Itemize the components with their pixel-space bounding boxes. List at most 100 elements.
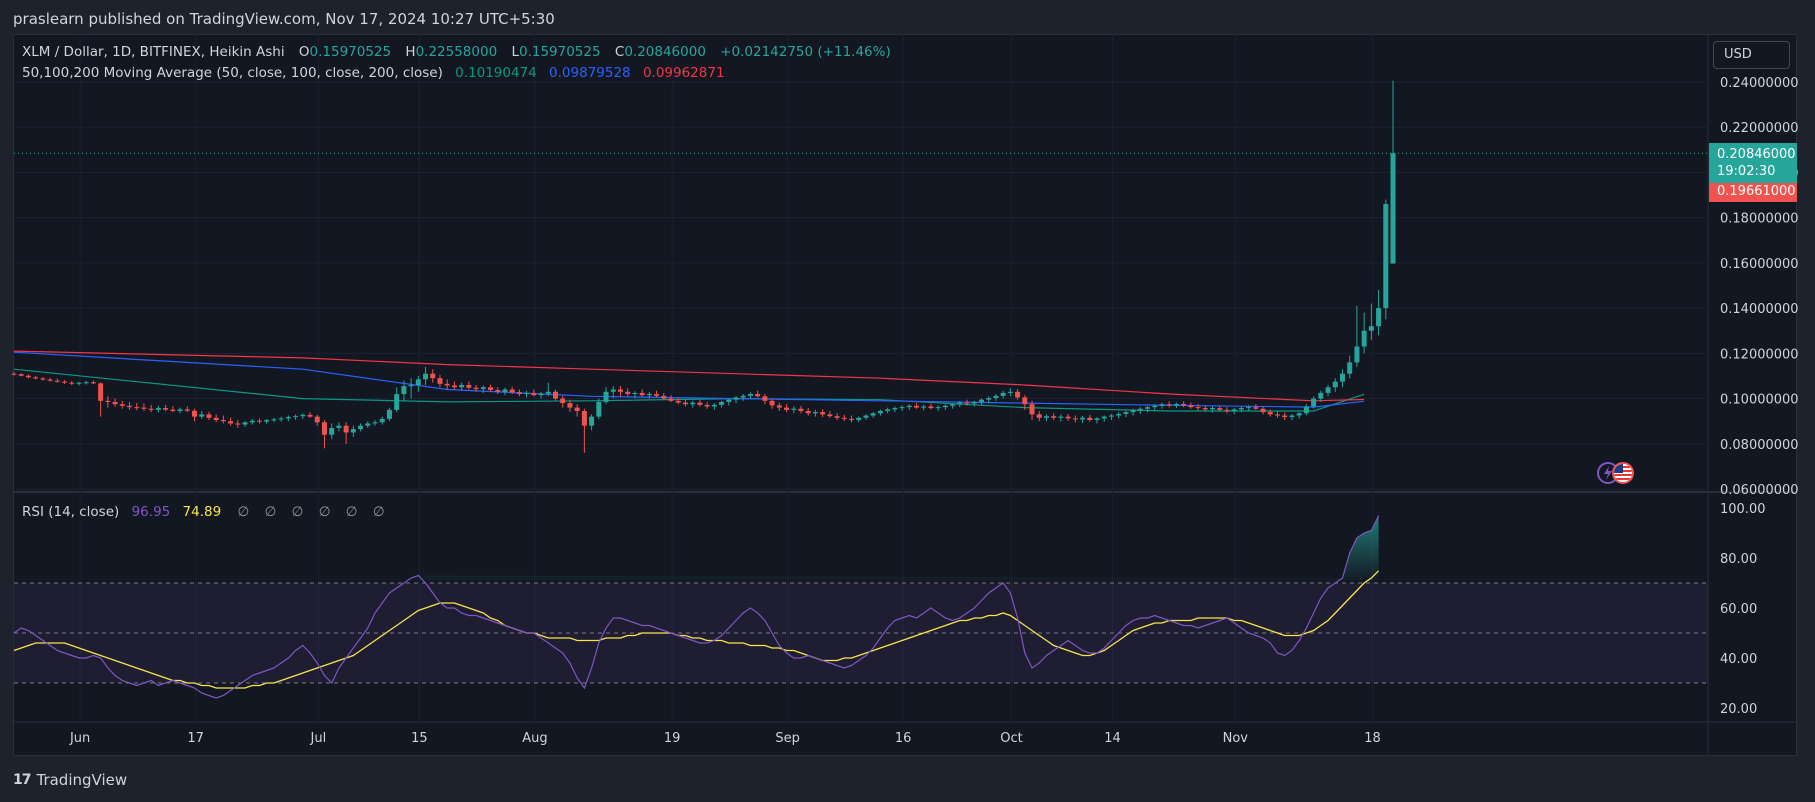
candle-body bbox=[1311, 398, 1317, 407]
open-label: O bbox=[298, 44, 310, 60]
candle-body bbox=[1029, 404, 1035, 415]
candle-body bbox=[906, 405, 912, 408]
close-label: C bbox=[614, 44, 625, 60]
candle-body bbox=[141, 407, 147, 409]
candle-body bbox=[1217, 408, 1223, 410]
candle-body bbox=[444, 383, 450, 386]
candle-body bbox=[769, 400, 775, 406]
rsi-label[interactable]: RSI (14, close) bbox=[22, 504, 120, 520]
candle-body bbox=[791, 408, 797, 410]
candle-body bbox=[1036, 414, 1042, 418]
empty-value-1: ∅ bbox=[237, 504, 250, 520]
empty-value-3: ∅ bbox=[291, 504, 304, 520]
candle-body bbox=[1275, 414, 1280, 416]
chart-frame[interactable] bbox=[13, 34, 1797, 756]
candle-body bbox=[1145, 407, 1151, 409]
candle-body bbox=[899, 407, 905, 409]
candle-body bbox=[1130, 410, 1136, 413]
candle-body bbox=[950, 404, 956, 406]
candle-body bbox=[596, 401, 602, 417]
candle-body bbox=[632, 392, 638, 395]
candle-body bbox=[256, 420, 262, 422]
candle-body bbox=[1202, 408, 1208, 410]
candle-body bbox=[423, 373, 429, 380]
candle-body bbox=[264, 420, 270, 422]
candle-body bbox=[719, 401, 725, 405]
candle-body bbox=[1116, 413, 1122, 416]
candle-body bbox=[105, 400, 111, 402]
candle-body bbox=[408, 384, 414, 387]
rsi-tick-label: 80.00 bbox=[1720, 552, 1757, 567]
candle-body bbox=[33, 377, 39, 379]
rsi-tick-label: 20.00 bbox=[1720, 702, 1757, 717]
candle-body bbox=[379, 418, 385, 423]
time-tick-label: Nov bbox=[1223, 731, 1249, 746]
candle-body bbox=[1152, 405, 1158, 408]
candle-body bbox=[206, 414, 212, 418]
candle-body bbox=[228, 421, 234, 424]
candle-body bbox=[321, 422, 327, 435]
candle-body bbox=[1238, 408, 1244, 410]
candle-body bbox=[1123, 412, 1129, 414]
publish-header: praslearn published on TradingView.com, … bbox=[13, 10, 555, 28]
candle-body bbox=[863, 415, 869, 418]
candle-body bbox=[488, 387, 494, 390]
candle-body bbox=[531, 392, 537, 396]
empty-value-6: ∅ bbox=[372, 504, 385, 520]
candle-body bbox=[1065, 416, 1071, 419]
candle-body bbox=[820, 412, 826, 415]
candle-body bbox=[1159, 404, 1165, 406]
candle-body bbox=[610, 389, 616, 392]
candle-body bbox=[1383, 204, 1389, 309]
rsi-ma-value: 74.89 bbox=[182, 504, 222, 520]
candle-body bbox=[329, 427, 335, 435]
time-tick-label: 18 bbox=[1364, 731, 1381, 746]
candle-body bbox=[1303, 406, 1309, 414]
candle-body bbox=[314, 416, 320, 423]
rsi-line bbox=[13, 515, 1380, 699]
candle-body bbox=[589, 416, 595, 426]
candle-body bbox=[1289, 415, 1295, 418]
candle-body bbox=[646, 394, 652, 396]
ma100-line bbox=[13, 351, 1365, 408]
rsi-value: 96.95 bbox=[131, 504, 171, 520]
candle-body bbox=[1282, 415, 1288, 418]
candle-body bbox=[1339, 373, 1345, 382]
candle-body bbox=[1296, 413, 1302, 416]
candle-body bbox=[358, 425, 364, 430]
candle-body bbox=[480, 387, 486, 390]
us-flag-event-icon[interactable] bbox=[1612, 462, 1634, 484]
candle-body bbox=[285, 417, 291, 419]
candle-body bbox=[776, 405, 782, 408]
candle-body bbox=[76, 382, 82, 384]
symbol-label[interactable]: XLM / Dollar, 1D, BITFINEX, Heikin Ashi bbox=[22, 44, 285, 60]
open-value: 0.15970525 bbox=[309, 44, 392, 60]
change-value: +0.02142750 (+11.46%) bbox=[720, 44, 891, 60]
time-tick-label: Oct bbox=[1000, 731, 1022, 746]
candle-body bbox=[639, 392, 645, 396]
candle-body bbox=[502, 389, 508, 392]
candle-body bbox=[47, 379, 53, 381]
tradingview-footer[interactable]: 17 TradingView bbox=[13, 771, 127, 789]
high-label: H bbox=[405, 44, 416, 60]
candle-body bbox=[1224, 409, 1230, 411]
time-tick-label: Sep bbox=[775, 731, 800, 746]
candle-body bbox=[1058, 416, 1064, 418]
candle-body bbox=[1325, 387, 1331, 393]
currency-button[interactable]: USD bbox=[1713, 41, 1790, 69]
rsi-band-fill bbox=[14, 583, 1708, 683]
last-price-value: 0.20846000 bbox=[1717, 147, 1796, 162]
candle-body bbox=[1000, 392, 1006, 396]
candle-body bbox=[690, 402, 696, 405]
tradingview-logo-icon: 17 bbox=[13, 772, 32, 788]
rsi-ma-line bbox=[13, 570, 1380, 689]
candle-body bbox=[509, 389, 515, 393]
ma-label[interactable]: 50,100,200 Moving Average (50, close, 10… bbox=[22, 65, 443, 81]
low-value: 0.15970525 bbox=[518, 44, 601, 60]
candle-body bbox=[40, 378, 46, 380]
price-tick-label: 0.14000000 bbox=[1720, 302, 1799, 317]
candle-body bbox=[603, 391, 609, 402]
candle-body bbox=[1210, 408, 1216, 410]
candle-body bbox=[1015, 391, 1021, 398]
